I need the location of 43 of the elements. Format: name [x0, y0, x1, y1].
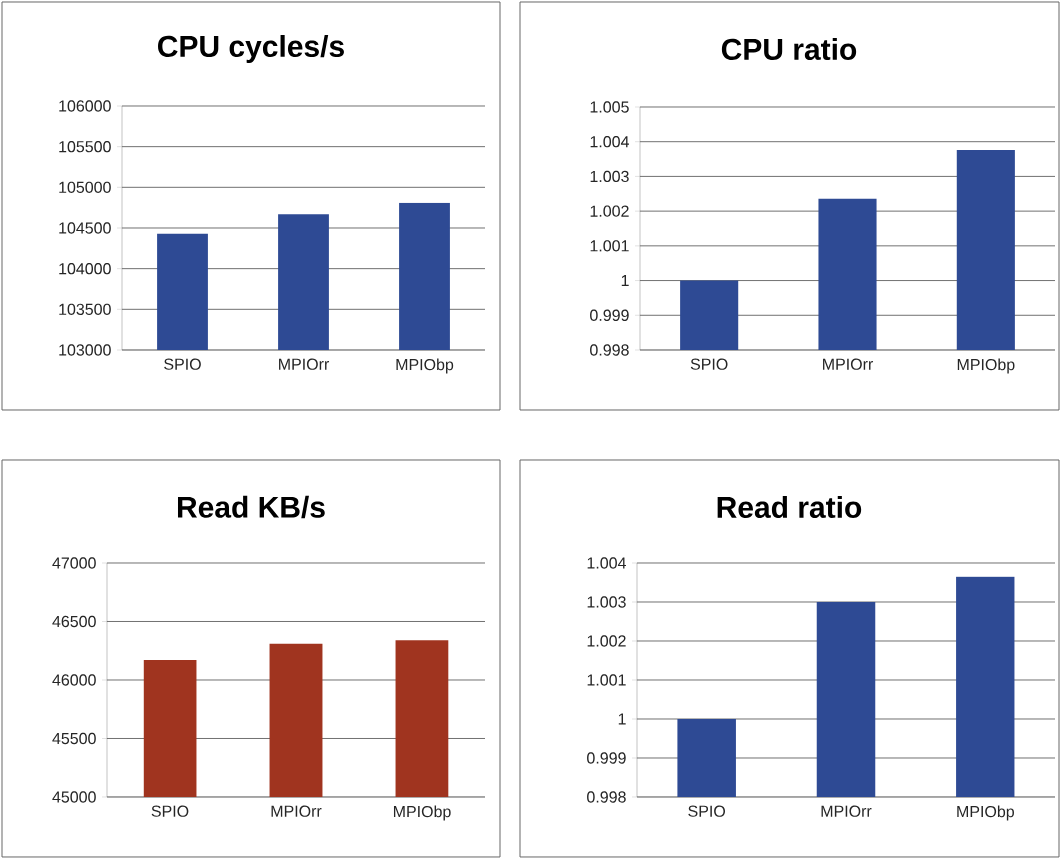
y-tick-label: 1: [621, 275, 629, 287]
x-tick-label: MPIOrr: [821, 805, 872, 817]
y-tick-label: 104000: [59, 263, 111, 275]
x-tick-label: MPIOrr: [271, 805, 322, 817]
y-tick-label: 0.999: [587, 752, 626, 764]
y-tick-label: 1.004: [587, 557, 626, 569]
y-tick-label: 103500: [59, 303, 111, 315]
x-tick-label: MPIOrr: [279, 358, 330, 370]
y-tick-label: 105500: [59, 141, 111, 153]
y-tick-label: 1.003: [587, 596, 626, 608]
y-tick-label: 1.003: [590, 170, 629, 183]
y-tick-label: 45000: [52, 791, 96, 803]
y-tick-label: 1.002: [590, 205, 629, 217]
x-tick-label: MPIObp: [957, 805, 1014, 821]
chart-title: Read ratio: [717, 495, 862, 519]
y-tick-label: 47000: [52, 557, 96, 569]
y-tick-label: 0.998: [587, 791, 626, 803]
x-tick-label: MPIOrr: [823, 358, 874, 370]
y-tick-label: 1.004: [590, 136, 629, 148]
y-tick-label: 104500: [59, 222, 111, 234]
y-tick-label: 46500: [52, 615, 96, 628]
y-tick-label: 1: [618, 713, 626, 725]
x-tick-label: SPIO: [690, 358, 728, 370]
x-tick-label: SPIO: [688, 805, 726, 817]
y-tick-label: 1.001: [590, 240, 629, 252]
y-tick-label: 45500: [52, 732, 96, 745]
chart-title: CPU ratio: [721, 37, 857, 61]
y-tick-label: 46000: [52, 674, 96, 686]
y-tick-label: 105000: [59, 181, 111, 193]
chart-title: Read KB/s: [177, 495, 325, 519]
x-tick-label: MPIObp: [393, 805, 451, 821]
chart-title: CPU cycles/s: [158, 35, 344, 63]
x-tick-label: MPIObp: [957, 358, 1015, 374]
x-tick-label: SPIO: [151, 805, 189, 817]
y-tick-label: 1.001: [587, 674, 626, 686]
y-tick-label: 1.005: [590, 101, 629, 113]
y-tick-label: 103000: [59, 344, 111, 356]
y-tick-label: 0.999: [590, 309, 629, 321]
y-tick-label: 1.002: [587, 635, 626, 647]
x-tick-label: MPIObp: [396, 358, 454, 374]
y-tick-label: 106000: [59, 100, 111, 112]
y-tick-label: 0.998: [590, 344, 629, 356]
x-tick-label: SPIO: [164, 358, 201, 370]
